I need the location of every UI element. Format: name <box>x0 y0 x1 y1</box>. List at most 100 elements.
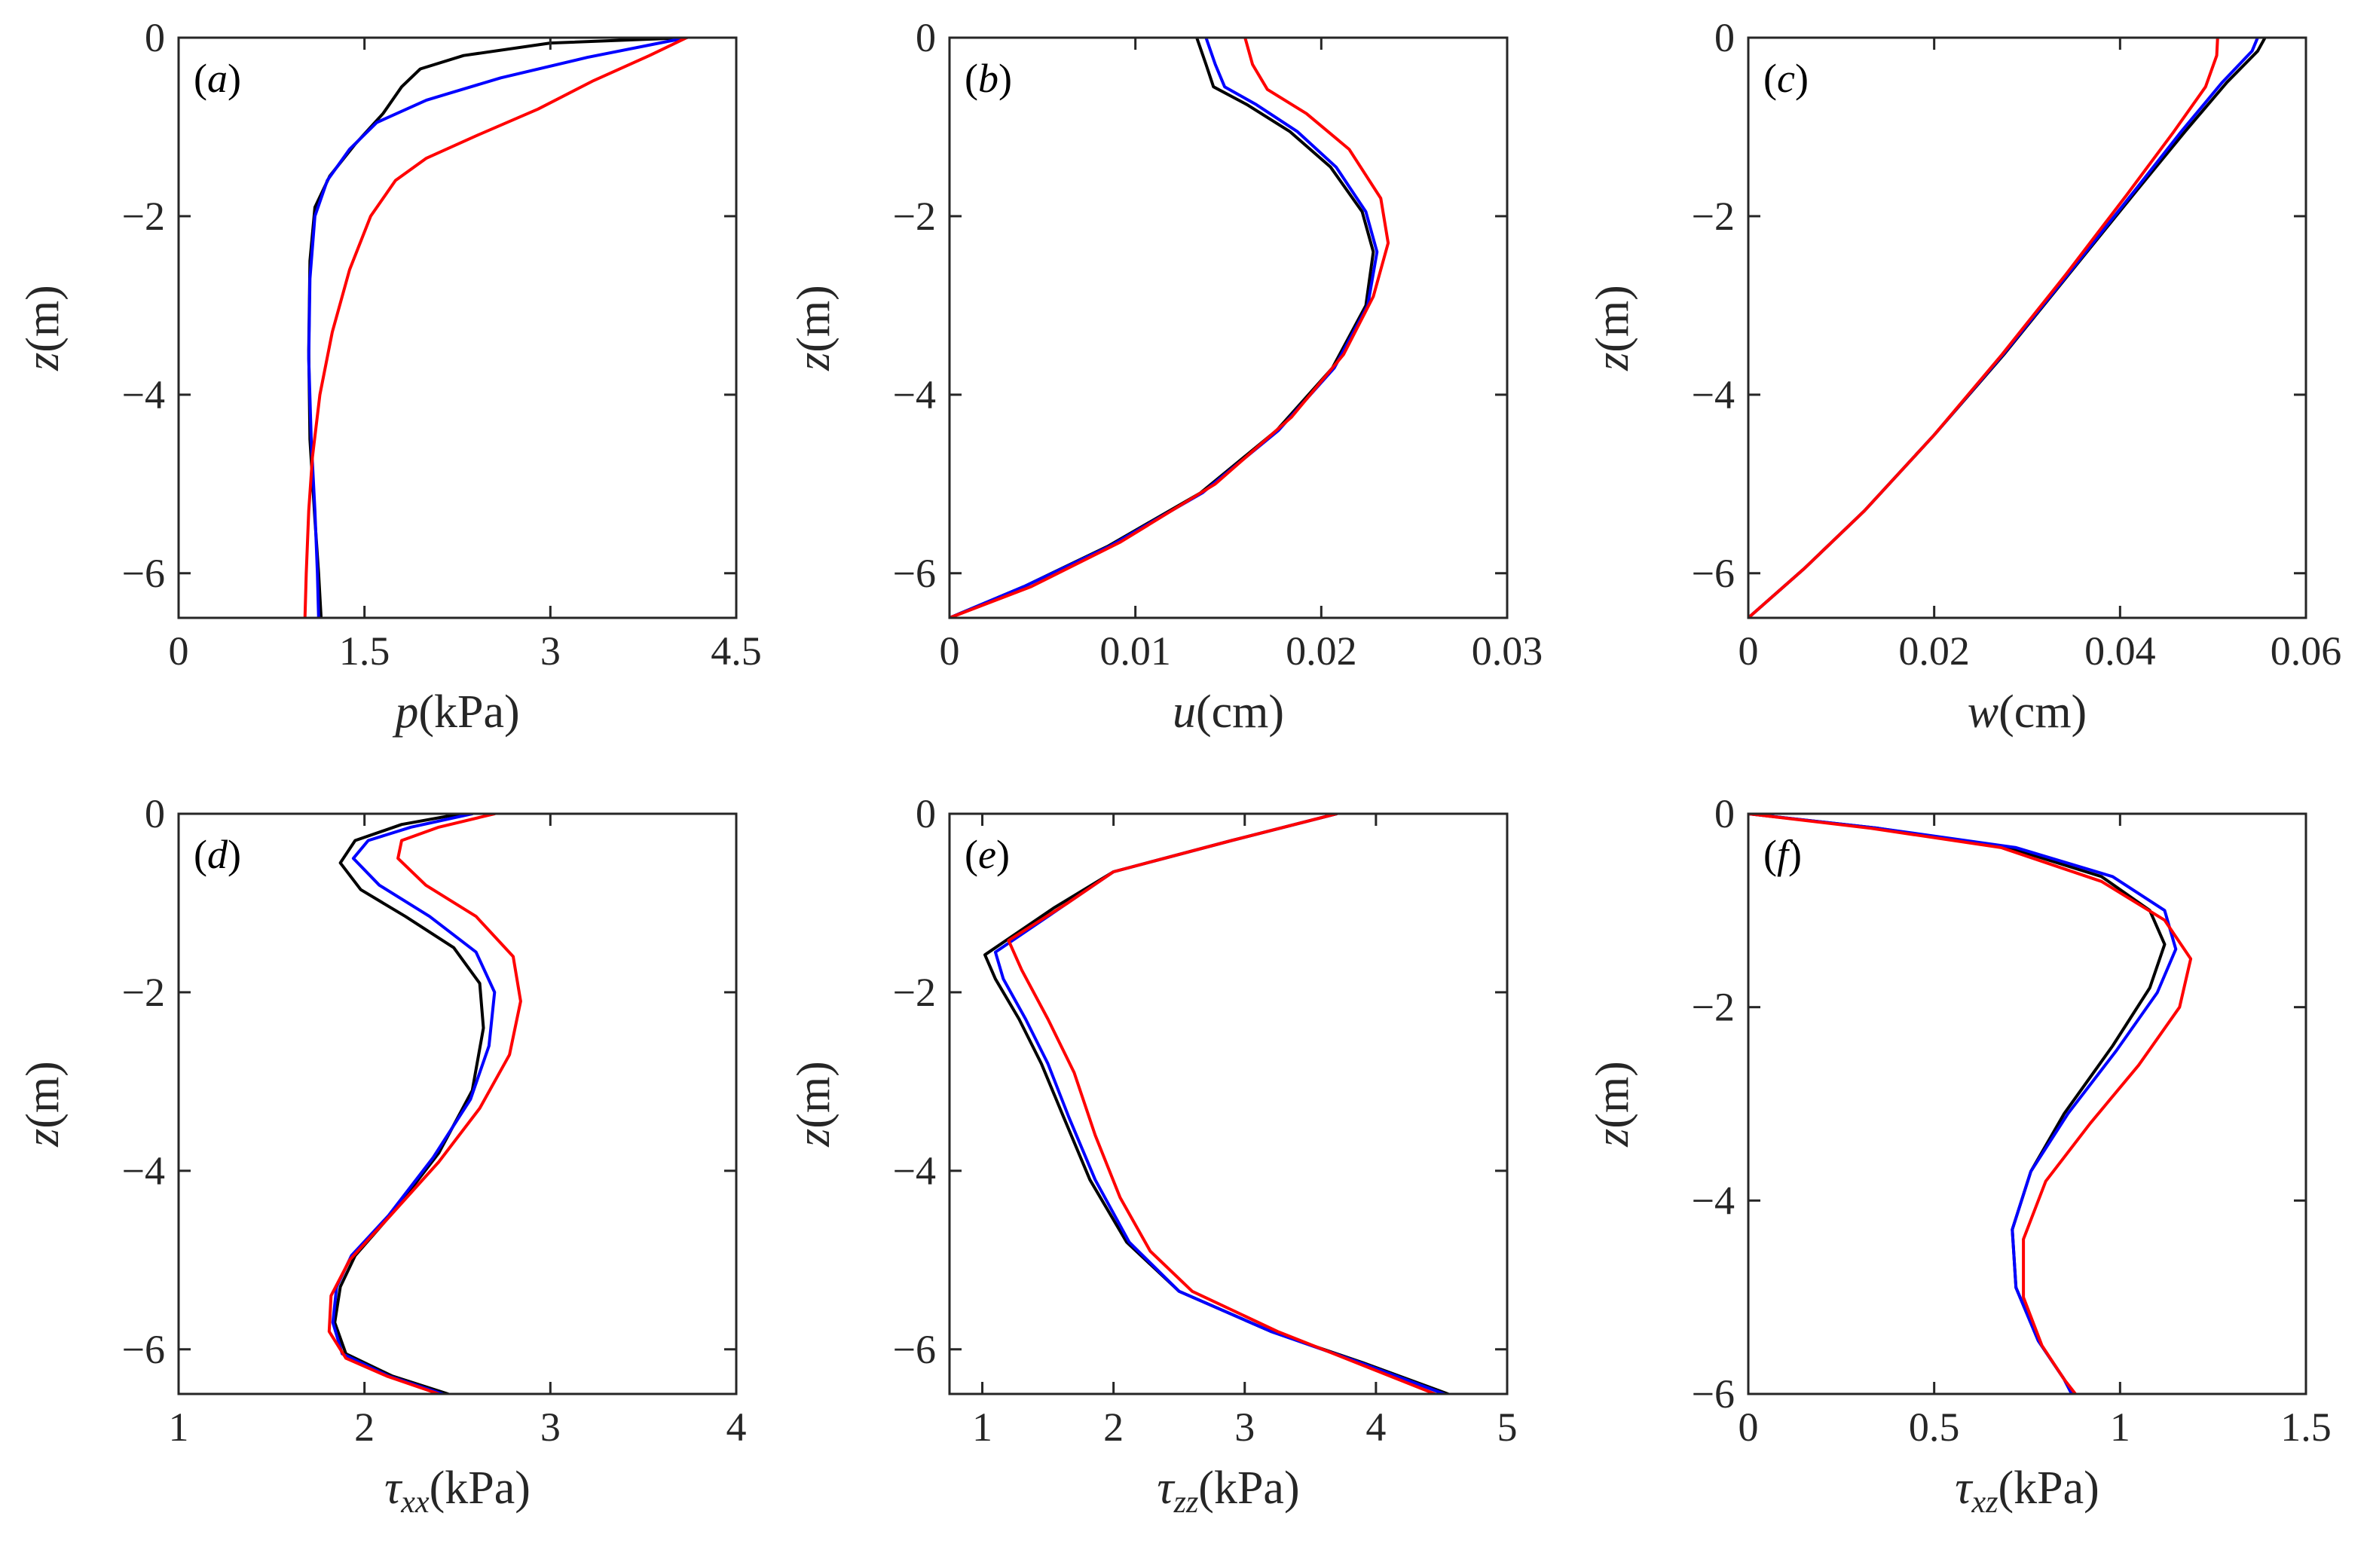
y-tick-label: 0 <box>916 15 936 60</box>
x-axis-label: τxx(kPa) <box>384 1463 531 1520</box>
x-tick-label: 2 <box>354 1404 375 1450</box>
x-tick-label: 1 <box>2110 1404 2130 1450</box>
x-tick-label: 4 <box>726 1404 747 1450</box>
panel-e: 1 2 3 4 5 0 −2 −4 −6 τzz(kPa) z(m) (e) <box>788 791 1518 1520</box>
y-tick-label: −2 <box>122 194 165 239</box>
series-group <box>1748 814 2193 1394</box>
series-line-red <box>327 814 522 1394</box>
x-tick-label: 0 <box>169 628 189 674</box>
plot-area <box>179 38 736 618</box>
y-axis-label: z(m) <box>1587 1061 1638 1148</box>
x-tick-label: 3 <box>540 1404 561 1450</box>
x-axis-label: τxz(kPa) <box>1955 1463 2099 1520</box>
panel-tag: (e) <box>965 832 1010 877</box>
series-group <box>983 814 1450 1394</box>
panel-tag: (a) <box>194 56 241 101</box>
x-tick-label: 1.5 <box>2280 1404 2332 1450</box>
panel-tag: (c) <box>1763 56 1809 101</box>
panel-f: 0 0.5 1 1.5 0 −2 −4 −6 τxz(kPa) z(m) (f) <box>1587 791 2332 1520</box>
series-group <box>1748 38 2267 618</box>
y-axis-label: z(m) <box>17 285 69 371</box>
panel-c: 0 0.02 0.04 0.06 0 −2 −4 −6 w(cm) z(m) (c) <box>1587 15 2341 738</box>
x-tick-label: 3 <box>540 628 561 674</box>
y-axis-label: z(m) <box>1587 285 1638 371</box>
y-tick-label: −4 <box>1692 1178 1735 1223</box>
y-tick-label: −6 <box>893 551 936 596</box>
y-tick-label: −6 <box>893 1327 936 1372</box>
axes-frame <box>1747 812 2307 1395</box>
y-tick-label: −6 <box>122 551 165 596</box>
y-tick-label: −4 <box>893 1148 936 1194</box>
panel-tag: (f) <box>1763 832 1802 877</box>
panel-a: 0 1.5 3 4.5 0 −2 −4 −6 p(kPa) z(m) (a) <box>17 15 762 738</box>
x-tick-label: 0 <box>940 628 960 674</box>
y-tick-label: −6 <box>1692 1371 1735 1417</box>
y-tick-label: −4 <box>1692 372 1735 417</box>
y-tick-label: −2 <box>893 970 936 1015</box>
y-tick-label: −4 <box>893 372 936 417</box>
axes-frame <box>177 812 738 1395</box>
x-tick-label: 0.5 <box>1909 1404 1960 1450</box>
plot-area <box>179 814 736 1394</box>
y-tick-label: −4 <box>122 1148 165 1194</box>
x-tick-label: 5 <box>1497 1404 1518 1450</box>
x-tick-label: 4 <box>1365 1404 1386 1450</box>
series-line-blue <box>1748 814 2178 1394</box>
axes-frame <box>1747 36 2307 619</box>
x-tick-label: 0.02 <box>1286 628 1357 674</box>
series-line-red <box>1748 38 2219 618</box>
panel-d: 1 2 3 4 0 −2 −4 −6 τxx(kPa) z(m) (d) <box>17 791 747 1520</box>
y-tick-label: 0 <box>916 791 936 836</box>
axes-frame <box>177 36 738 619</box>
y-tick-label: 0 <box>145 15 165 60</box>
axes-frame <box>948 812 1509 1395</box>
series-line-red <box>1007 814 1437 1394</box>
x-tick-label: 0.04 <box>2084 628 2156 674</box>
y-axis-label: z(m) <box>788 285 839 371</box>
series-line-red <box>950 38 1390 618</box>
series-line-black <box>333 814 485 1394</box>
x-tick-label: 0 <box>1739 628 1759 674</box>
x-tick-label: 1 <box>169 1404 189 1450</box>
y-tick-label: −2 <box>1692 194 1735 239</box>
series-group <box>950 38 1390 618</box>
plot-area <box>1748 814 2306 1394</box>
x-tick-label: 0.06 <box>2271 628 2342 674</box>
y-tick-label: −4 <box>122 372 165 417</box>
y-tick-label: −6 <box>122 1327 165 1372</box>
y-tick-label: −2 <box>122 970 165 1015</box>
y-tick-label: −6 <box>1692 551 1735 596</box>
panel-tag: (b) <box>965 56 1012 101</box>
y-tick-label: 0 <box>145 791 165 836</box>
x-axis-label: u(cm) <box>1173 686 1284 738</box>
x-tick-label: 0 <box>1739 1404 1759 1450</box>
x-tick-label: 0.03 <box>1472 628 1543 674</box>
x-axis-label: τzz(kPa) <box>1157 1463 1299 1520</box>
y-tick-label: −2 <box>1692 985 1735 1030</box>
y-tick-label: 0 <box>1714 15 1735 60</box>
series-line-blue <box>307 38 689 618</box>
x-tick-label: 0.02 <box>1898 628 1970 674</box>
panel-tag: (d) <box>194 832 241 877</box>
y-tick-label: −2 <box>893 194 936 239</box>
series-line-red <box>1748 814 2193 1394</box>
x-axis-label: p(kPa) <box>392 686 519 738</box>
plot-area <box>950 38 1507 618</box>
axes-frame <box>948 36 1509 619</box>
plot-area <box>950 814 1507 1394</box>
series-line-red <box>303 38 689 618</box>
y-axis-label: z(m) <box>17 1061 69 1148</box>
x-tick-label: 1 <box>972 1404 992 1450</box>
x-tick-label: 2 <box>1103 1404 1124 1450</box>
x-tick-label: 1.5 <box>339 628 390 674</box>
x-tick-label: 4.5 <box>711 628 762 674</box>
series-group <box>303 38 689 618</box>
panel-b: 0 0.01 0.02 0.03 0 −2 −4 −6 u(cm) z(m) (b) <box>788 15 1543 738</box>
x-axis-label: w(cm) <box>1968 686 2087 738</box>
y-axis-label: z(m) <box>788 1061 839 1148</box>
x-tick-label: 3 <box>1234 1404 1255 1450</box>
y-tick-label: 0 <box>1714 791 1735 836</box>
series-line-blue <box>331 814 497 1394</box>
series-group <box>327 814 522 1394</box>
